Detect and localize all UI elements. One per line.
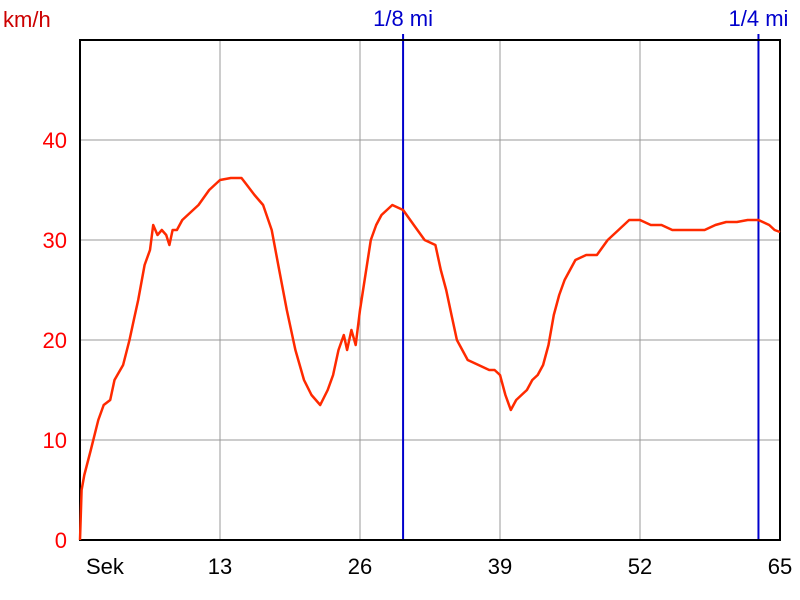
y-tick-label-0: 0 [55, 528, 67, 553]
series-line-0 [78, 176, 781, 541]
grid [80, 40, 780, 540]
x-tick-label-2: 26 [348, 554, 372, 579]
y-tick-label-2: 20 [43, 328, 67, 353]
x-tick-label-1: 13 [208, 554, 232, 579]
x-axis-ticks: Sek 13 26 39 52 65 [86, 554, 792, 579]
y-tick-label-1: 10 [43, 428, 67, 453]
speed-series [78, 176, 781, 541]
y-axis-ticks: 0 10 20 30 40 [43, 128, 67, 553]
y-axis-unit-label: km/h [3, 7, 51, 32]
x-tick-label-5: 65 [768, 554, 792, 579]
distance-markers: 1/8 mi 1/4 mi [373, 6, 788, 540]
x-tick-label-3: 39 [488, 554, 512, 579]
marker-label-1: 1/4 mi [729, 6, 789, 31]
x-tick-label-0: Sek [86, 554, 125, 579]
y-tick-label-3: 30 [43, 228, 67, 253]
plot-frame [79, 39, 781, 541]
y-tick-label-4: 40 [43, 128, 67, 153]
marker-label-0: 1/8 mi [373, 6, 433, 31]
x-tick-label-4: 52 [628, 554, 652, 579]
